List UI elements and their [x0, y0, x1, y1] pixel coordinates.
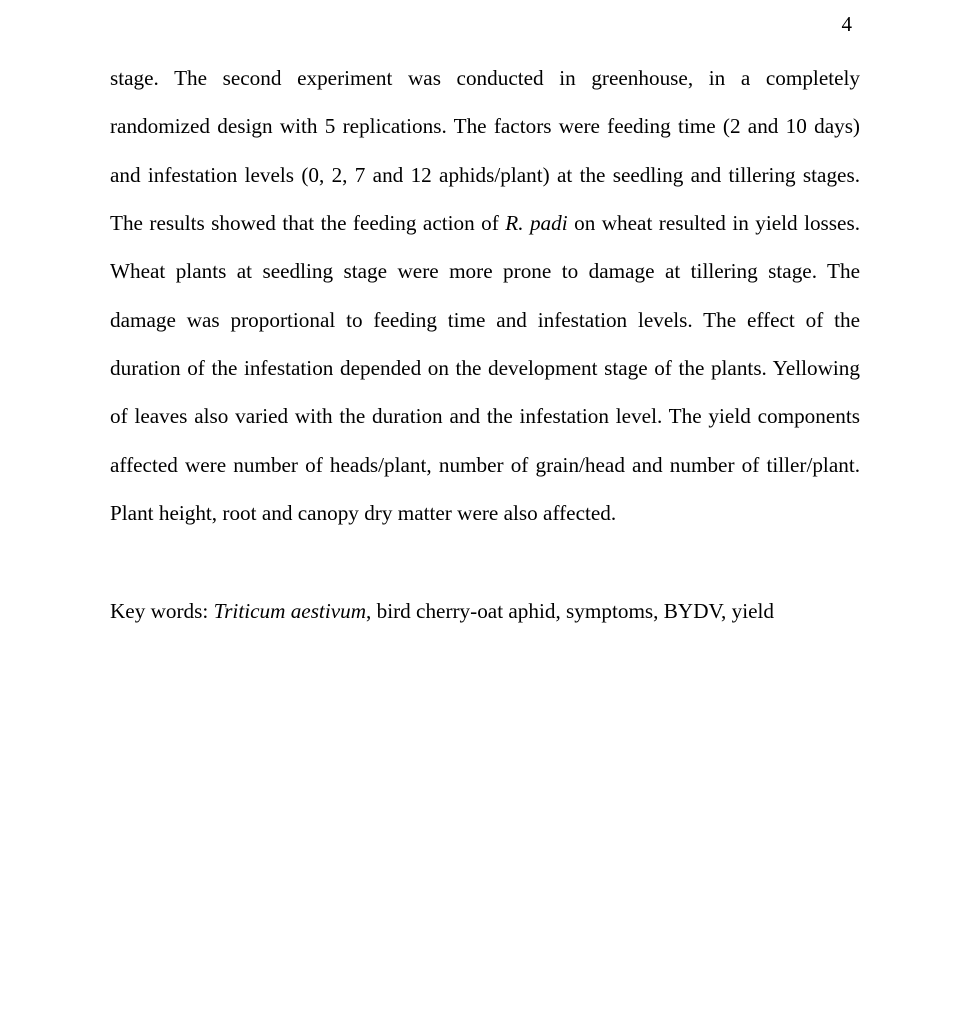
keywords-label: Key words [110, 599, 202, 623]
paragraph-pre: stage. The second experiment was conduct… [110, 66, 860, 235]
paragraph-post: on wheat resulted in yield losses. Wheat… [110, 211, 860, 525]
keywords-separator: : [202, 599, 213, 623]
page-number: 4 [842, 12, 853, 37]
species-name: R. padi [505, 211, 567, 235]
document-page: 4 stage. The second experiment was condu… [0, 0, 960, 1035]
body-paragraph: stage. The second experiment was conduct… [110, 54, 860, 537]
keywords-section: Key words: Triticum aestivum, bird cherr… [110, 587, 860, 636]
keywords-rest: , bird cherry-oat aphid, symptoms, BYDV,… [366, 599, 774, 623]
keywords-italic-value: Triticum aestivum [214, 599, 366, 623]
